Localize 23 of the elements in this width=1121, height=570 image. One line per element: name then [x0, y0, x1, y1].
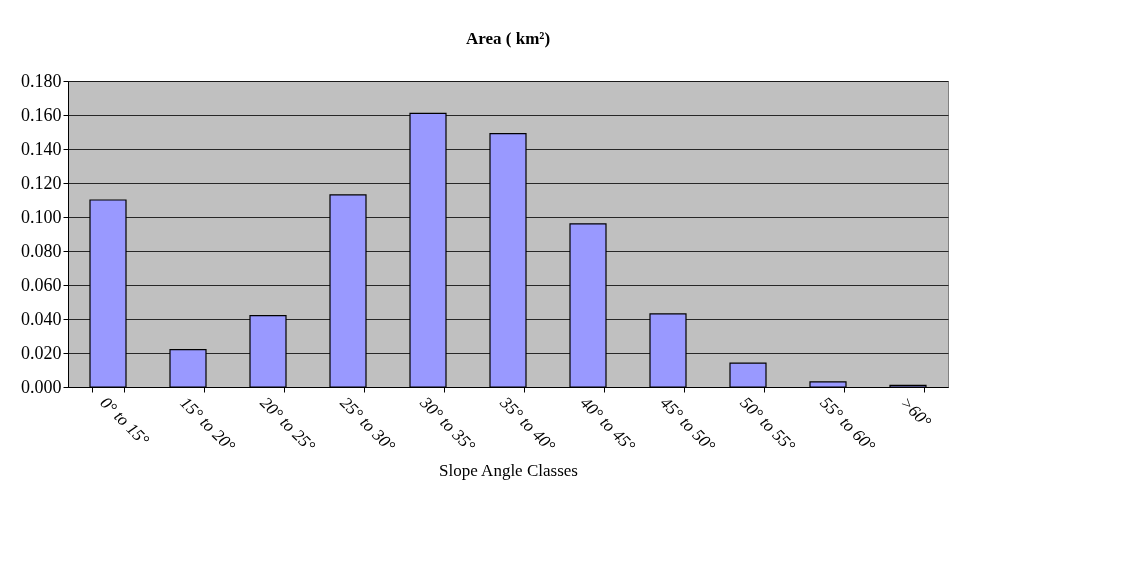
x-tick-label: 55° to 60° — [816, 393, 880, 456]
x-tick-label: 45° to 50° — [656, 393, 720, 456]
x-tick-label: 35° to 40° — [495, 392, 560, 456]
y-tick-label: 0.160 — [21, 104, 62, 125]
x-tick-label: 20° to 25° — [256, 393, 320, 456]
y-tick-label: 0.120 — [21, 172, 62, 193]
x-tick-label: 30° to 35° — [415, 392, 480, 456]
x-tick-label: >60° — [896, 393, 935, 432]
y-tick-label: 0.180 — [21, 70, 62, 91]
chart-title: Area ( km²) — [465, 29, 551, 48]
y-tick-label: 0.000 — [21, 376, 62, 397]
y-tick-label: 0.140 — [21, 138, 62, 159]
x-tick-label: 40° to 45° — [576, 393, 640, 456]
y-tick-label: 0.020 — [21, 342, 62, 363]
x-axis-title: Slope Angle Classes — [439, 460, 578, 480]
y-tick-label: 0.080 — [21, 240, 62, 261]
x-tick-label: 0° to 15° — [96, 393, 154, 450]
y-tick-label: 0.100 — [21, 206, 62, 227]
x-tick-label: 25° to 30° — [336, 393, 400, 456]
x-tick-label: 50° to 55° — [736, 393, 800, 456]
y-tick-label: 0.040 — [21, 308, 62, 329]
x-tick-label: 15° to 20° — [176, 393, 240, 456]
y-tick-label: 0.060 — [21, 274, 62, 295]
